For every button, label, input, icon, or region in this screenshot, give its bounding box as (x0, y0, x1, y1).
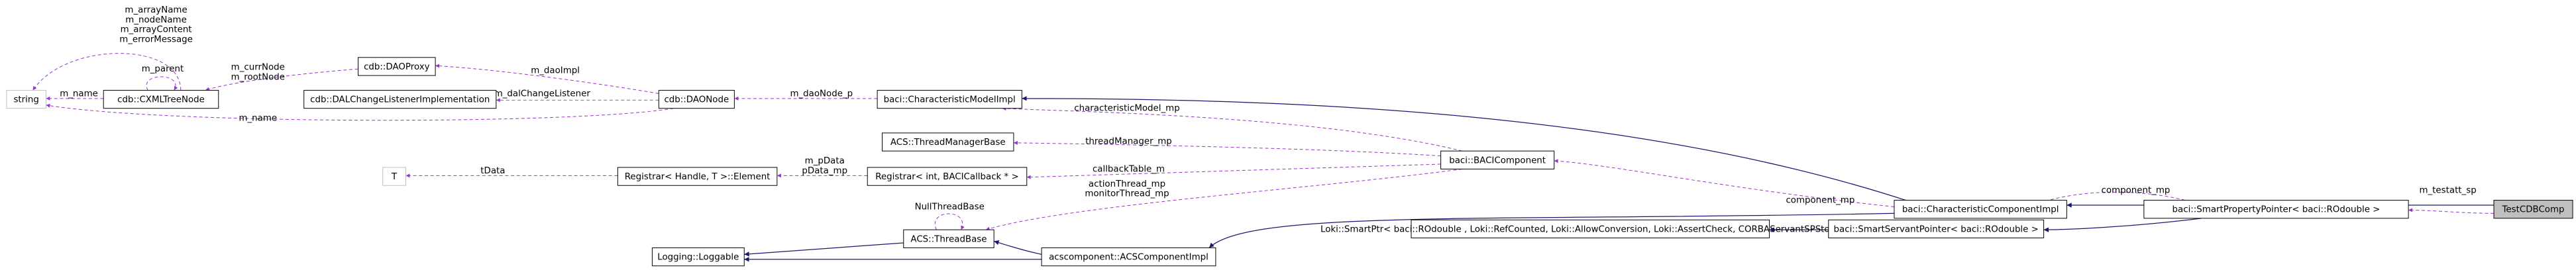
member-edge (435, 64, 659, 94)
member-edge (934, 213, 965, 230)
inheritance-edge (2043, 218, 2202, 232)
class-label: string (13, 95, 38, 105)
edge-label: threadManager_mp (1085, 136, 1172, 146)
edge-label: m_errorMessage (119, 35, 193, 45)
class-label: baci::BACIComponent (1449, 156, 1546, 165)
edge-label: m_pData (805, 156, 845, 166)
class-node (1440, 150, 1555, 169)
class-node (303, 89, 497, 109)
edge-label: actionThread_mp (1089, 179, 1165, 189)
class-label: Registrar< Handle, T >::Element (625, 172, 771, 182)
inheritance-edge (744, 242, 904, 257)
edge-label: m_currNode (231, 63, 285, 73)
inheritance-edge (1208, 212, 1894, 248)
edge-label: NullThreadBase (915, 202, 985, 212)
edge-label: characteristicModel_mp (1074, 104, 1179, 114)
member-edge (1554, 159, 1895, 207)
member-edge (2408, 208, 2495, 214)
class-label: baci::SmartServantPointer< baci::ROdoubl… (1834, 224, 2039, 234)
member-edge (1013, 140, 1441, 157)
member-edge (205, 68, 358, 91)
edge-label: m_rootNode (231, 73, 285, 83)
edge-label: m_dalChangeListener (494, 89, 591, 99)
edge-label: callbackTable_m (1093, 164, 1165, 174)
class-node (617, 167, 778, 186)
class-label: Loki::SmartPtr< baci::ROdouble , Loki::R… (1320, 224, 1860, 234)
class-label: cdb::DAONode (664, 95, 729, 105)
edge-label: m_parent (142, 64, 184, 74)
class-label: cdb::DAOProxy (364, 62, 430, 72)
class-label: T (391, 172, 398, 182)
edge-label: m_name (239, 114, 277, 124)
member-edge (1002, 107, 1462, 152)
edge-label: m_arrayContent (121, 25, 192, 35)
inheritance-edge (1022, 96, 1906, 201)
class-node (882, 132, 1014, 152)
class-node (358, 57, 436, 76)
edges (32, 53, 2495, 262)
class-label: TestCDBComp (2502, 205, 2565, 215)
class-node (6, 89, 46, 109)
edge-label: m_daoNode_p (790, 89, 853, 99)
class-node (2493, 200, 2573, 219)
class-label: ACS::ThreadBase (910, 234, 987, 244)
class-node (1828, 219, 2045, 239)
class-node (103, 89, 219, 109)
class-node (1894, 200, 2067, 219)
edge-label: pData_mp (802, 166, 847, 176)
class-label: acscomponent::ACSComponentImpl (1049, 253, 1208, 263)
class-label: cdb::DALChangeListenerImplementation (310, 95, 490, 105)
class-label: Registrar< int, BACICallback * > (875, 172, 1018, 182)
class-node (903, 229, 994, 248)
class-node (867, 167, 1028, 186)
class-label: baci::CharacteristicModelImpl (884, 95, 1016, 105)
class-node (2143, 200, 2409, 219)
edge-label: m_name (60, 89, 98, 99)
class-label: cdb::CXMLTreeNode (117, 95, 205, 105)
member-edge (985, 168, 1462, 231)
class-node (877, 89, 1022, 109)
member-edge (146, 76, 178, 91)
class-node (658, 89, 735, 109)
class-label: baci::SmartPropertyPointer< baci::ROdoub… (2173, 205, 2381, 215)
edge-label: component_mp (2102, 186, 2171, 196)
class-node (382, 167, 406, 186)
edge-label: m_daoImpl (531, 66, 580, 76)
inheritance-edge (993, 240, 1042, 255)
member-edge (1026, 163, 1441, 179)
class-label: baci::CharacteristicComponentImpl (1902, 205, 2059, 215)
member-edge (46, 103, 674, 121)
class-node (1041, 247, 1216, 267)
edge-label: component_mp (1786, 196, 1854, 206)
class-node (1411, 219, 1770, 239)
class-label: Logging::Loggable (657, 253, 739, 263)
edge-label: tData (480, 166, 505, 176)
member-edge (32, 53, 182, 91)
edge-label: monitorThread_mp (1085, 189, 1169, 199)
edge-label: m_arrayName (125, 5, 187, 15)
class-label: ACS::ThreadManagerBase (890, 138, 1006, 148)
edge-label: m_testatt_sp (2419, 186, 2476, 196)
class-node (651, 247, 745, 267)
edge-label: m_nodeName (125, 15, 187, 25)
